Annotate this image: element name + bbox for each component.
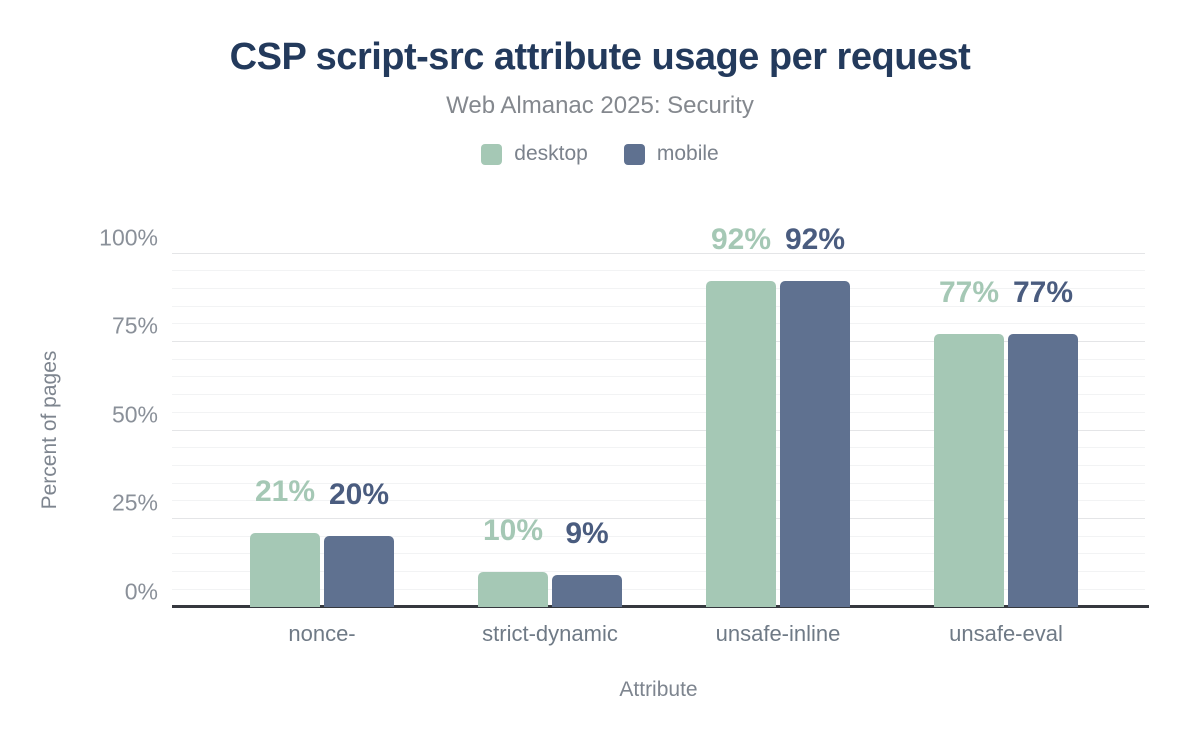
mobile-bar-strict-dynamic[interactable]: 9% bbox=[552, 519, 622, 607]
desktop-bar-unsafe-eval[interactable]: 77% bbox=[934, 278, 1004, 607]
desktop-bar-unsafe-inline[interactable]: 92% bbox=[706, 225, 776, 607]
mobile-value-label: 9% bbox=[565, 517, 609, 551]
gridline-minor bbox=[172, 358, 1145, 360]
desktop-swatch-icon bbox=[481, 143, 503, 165]
y-tick-label: 75% bbox=[111, 312, 158, 339]
mobile-value-label: 77% bbox=[1012, 276, 1074, 310]
bar-group-nonce-: 21% 20% bbox=[208, 253, 436, 607]
x-category-label: strict-dynamic bbox=[482, 621, 618, 646]
gridline-minor bbox=[172, 270, 1145, 272]
gridline-minor bbox=[172, 447, 1145, 449]
gridline-minor bbox=[172, 500, 1145, 502]
x-category-label: unsafe-inline bbox=[715, 621, 841, 646]
mobile-bar-unsafe-eval[interactable]: 77% bbox=[1008, 278, 1078, 607]
bar-group-strict-dynamic: 10% 9% bbox=[436, 253, 664, 607]
y-tick-label: 0% bbox=[124, 578, 158, 604]
legend-label-desktop: desktop bbox=[514, 142, 588, 165]
x-axis-title: Attribute bbox=[619, 678, 698, 701]
x-category-label: unsafe-eval bbox=[949, 621, 1063, 646]
gridline-minor bbox=[172, 571, 1145, 573]
bar-group-unsafe-inline: 92% 92% bbox=[664, 225, 892, 607]
x-axis-baseline bbox=[172, 605, 1149, 608]
mobile-bar-unsafe-inline[interactable]: 92% bbox=[780, 225, 850, 607]
gridline-minor bbox=[172, 588, 1145, 590]
gridline-minor bbox=[172, 482, 1145, 484]
bar-group-unsafe-eval: 77% 77% bbox=[892, 253, 1120, 607]
desktop-value-label: 10% bbox=[482, 513, 544, 547]
y-axis-title: Percent of pages bbox=[38, 350, 61, 510]
gridline-major bbox=[172, 518, 1145, 519]
y-tick-label: 25% bbox=[111, 489, 158, 516]
gridline-major bbox=[172, 252, 1145, 254]
desktop-value-label: 21% bbox=[254, 474, 316, 508]
y-tick-label: 50% bbox=[111, 401, 158, 427]
legend: desktop mobile bbox=[0, 142, 1200, 166]
legend-item-mobile[interactable]: mobile bbox=[623, 142, 719, 166]
gridline-major bbox=[172, 429, 1145, 431]
y-tick-label: 100% bbox=[99, 224, 158, 250]
gridline-minor bbox=[172, 394, 1145, 396]
legend-item-desktop[interactable]: desktop bbox=[481, 142, 588, 166]
gridline-minor bbox=[172, 305, 1145, 307]
mobile-swatch-icon bbox=[623, 143, 645, 165]
gridline-minor bbox=[172, 287, 1145, 289]
gridline-minor bbox=[172, 376, 1145, 378]
desktop-value-label: 92% bbox=[710, 223, 772, 257]
desktop-bar-strict-dynamic[interactable]: 10% bbox=[478, 515, 548, 607]
mobile-value-label: 20% bbox=[328, 478, 390, 512]
gridline-minor bbox=[172, 553, 1145, 555]
chart-subtitle: Web Almanac 2025: Security bbox=[446, 92, 754, 119]
gridline-minor bbox=[172, 323, 1145, 325]
mobile-value-label: 92% bbox=[784, 223, 846, 257]
gridline-major bbox=[172, 341, 1145, 342]
desktop-value-label: 77% bbox=[938, 276, 1000, 310]
legend-label-mobile: mobile bbox=[656, 142, 719, 165]
mobile-bar-nonce-[interactable]: 20% bbox=[324, 480, 394, 607]
x-category-label: nonce- bbox=[288, 621, 356, 646]
plot-area: 0% 25% 50% 75% 100% 21% 20% nonce- 10% 9% strict-d… bbox=[99, 224, 1149, 646]
gridline-minor bbox=[172, 535, 1145, 537]
desktop-bar-nonce-[interactable]: 21% bbox=[250, 476, 320, 607]
gridline-minor bbox=[172, 411, 1145, 413]
chart-title: CSP script-src attribute usage per reque… bbox=[229, 36, 971, 78]
gridline-minor bbox=[172, 464, 1145, 466]
